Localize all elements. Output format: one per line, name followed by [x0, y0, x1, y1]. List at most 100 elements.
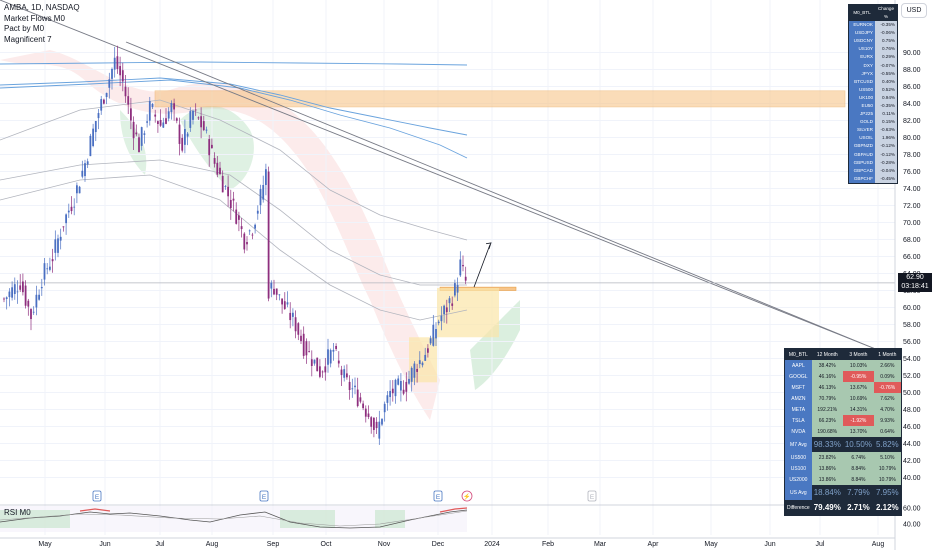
candle-body: [413, 363, 416, 378]
candle-body: [343, 369, 346, 378]
candle-body: [445, 307, 448, 313]
x-tick-label: May: [38, 541, 52, 548]
fx-change: 0.52%: [875, 85, 898, 94]
candle-body: [5, 297, 8, 299]
candle-body: [373, 417, 375, 431]
fx-row: DXY -0.07%: [848, 61, 898, 70]
candle-body: [275, 288, 278, 295]
rsi-legend[interactable]: RSI M0: [4, 508, 31, 517]
candle-body: [165, 118, 167, 124]
rsi-pane: 40.00 60.00: [0, 504, 921, 532]
y-tick-label: 60.00: [903, 305, 921, 312]
mag7-header-3m: 3 Month: [842, 348, 874, 360]
rsi-zone: [280, 510, 335, 528]
mag7-row: GOOGL 46.16% -0.95% 0.09%: [784, 371, 902, 382]
candle-body: [184, 128, 186, 145]
y-tick-label: 86.00: [903, 84, 921, 91]
candle-body: [65, 214, 67, 224]
candle-body: [194, 109, 197, 111]
candle-body: [186, 133, 189, 137]
fx-change: 0.94%: [875, 93, 898, 102]
fx-header-change: Change %: [875, 4, 898, 21]
fx-change: 0.29%: [875, 53, 898, 62]
trendline: [0, 0, 879, 351]
legend-indicator-market-flows[interactable]: Market Flows M0: [4, 13, 65, 23]
candle-body: [440, 315, 443, 322]
candle-body: [254, 224, 256, 229]
fx-change: -0.63%: [875, 126, 898, 135]
candles: [3, 45, 467, 445]
fx-row: US10Y 0.76%: [848, 45, 898, 54]
mag7-header-1m: 1 Month: [873, 348, 902, 360]
candle-body: [432, 324, 435, 346]
mag7-row-name: US2000: [784, 474, 812, 485]
candle-body: [289, 312, 292, 321]
mag7-cell-m1: 10.79%: [873, 463, 902, 474]
fx-symbol: USDJPY: [848, 29, 875, 38]
dividend-badge: [461, 490, 473, 502]
index-row: US500 23.82% 6.74% 5.10%: [784, 452, 902, 463]
candle-body: [22, 281, 24, 293]
candle-body: [462, 264, 464, 267]
fx-symbol: UK100: [848, 93, 875, 102]
candle-body: [135, 132, 138, 135]
candle-body: [451, 303, 454, 306]
candle-body: [246, 242, 248, 245]
index-row: US100 13.86% 8.84% 10.79%: [784, 463, 902, 474]
mag7-cell-m12: 23.82%: [811, 452, 843, 463]
legend-indicator-pact[interactable]: Pact by M0: [4, 24, 45, 33]
mag7-cell-m12: 98.33%: [811, 437, 843, 452]
candle-body: [219, 167, 221, 175]
candle-body: [200, 116, 202, 128]
mag7-cell-m1: 5.10%: [873, 452, 902, 463]
candle-body: [273, 288, 275, 295]
candle-body: [416, 368, 418, 372]
candle-body: [178, 124, 181, 144]
mag7-cell-m12: 46.13%: [811, 382, 843, 393]
candle-body: [378, 421, 381, 439]
candle-body: [348, 381, 351, 391]
fx-change: 0.15%: [875, 118, 898, 127]
cloud-bullish: [120, 110, 147, 175]
candle-body: [208, 139, 211, 156]
legend-symbol[interactable]: AMBA, 1D, NASDAQ: [4, 3, 80, 12]
fx-change: -0.28%: [875, 158, 898, 167]
fx-symbol: GBPNZD: [848, 142, 875, 151]
earnings-badge: [92, 490, 102, 502]
currency-button[interactable]: USD: [901, 3, 927, 18]
y-tick-label: 80.00: [903, 135, 921, 142]
fx-row: BTCUSD 0.40%: [848, 77, 898, 86]
x-tick-label: 2024: [484, 541, 500, 548]
earnings-letter: E: [95, 494, 100, 501]
y-tick-label: 84.00: [903, 101, 921, 108]
candle-body: [154, 114, 157, 117]
y-tick-label: 50.00: [903, 390, 921, 397]
candle-body: [162, 122, 165, 128]
y-tick-label: 70.00: [903, 220, 921, 227]
candle-body: [229, 199, 232, 209]
candle-body: [175, 118, 178, 121]
y-tick-label: 42.00: [903, 458, 921, 465]
candle-body: [205, 129, 208, 131]
candle-body: [386, 395, 389, 403]
candle-body: [356, 389, 359, 407]
legend-indicator-magnificent[interactable]: Magnificent 7: [4, 34, 52, 44]
earnings-badge: [587, 490, 597, 502]
candle-body: [130, 108, 132, 121]
y-tick-label: 78.00: [903, 152, 921, 159]
candle-body: [305, 341, 308, 356]
mag7-cell-m3: -1.92%: [842, 415, 874, 426]
candle-body: [329, 350, 332, 364]
candle-body: [248, 230, 251, 232]
candle-body: [92, 128, 94, 147]
candle-body: [251, 234, 254, 236]
candle-body: [302, 333, 305, 356]
candle-body: [375, 421, 378, 429]
candle-body: [197, 117, 200, 119]
x-tick-label: Nov: [378, 541, 391, 548]
projection-arrow-head: [485, 242, 492, 250]
candle-body: [24, 285, 27, 306]
candle-body: [286, 302, 289, 305]
rsi-tick-label: 40.00: [903, 522, 921, 529]
